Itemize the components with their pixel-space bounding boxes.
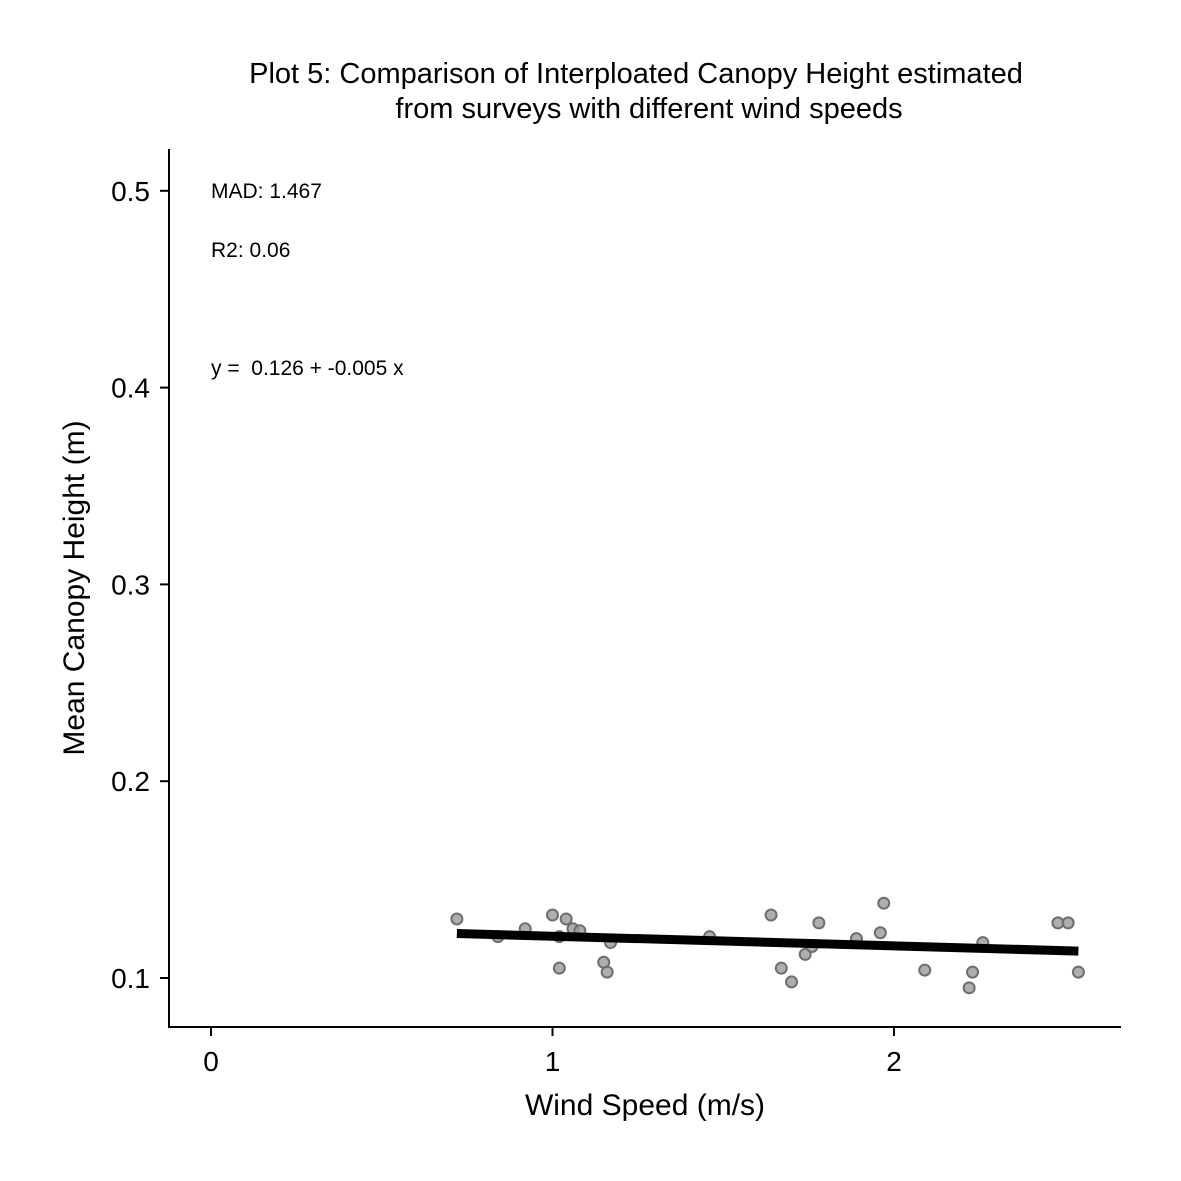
y-tick-label: 0.4 [111, 373, 150, 404]
data-point [966, 965, 980, 979]
data-point [1061, 916, 1075, 930]
data-point [962, 981, 976, 995]
y-axis-ticks: 0.1 0.2 0.3 0.4 0.5 [111, 176, 169, 994]
annotations: MAD: 1.467 R2: 0.06 y = 0.126 + -0.005 x [211, 180, 404, 380]
data-point [546, 908, 559, 922]
data-point [812, 916, 826, 930]
data-point [559, 912, 573, 926]
y-tick-label: 0.5 [111, 176, 150, 207]
plot-area [450, 896, 1085, 995]
x-tick-label: 0 [203, 1046, 219, 1077]
y-tick-label: 0.1 [111, 963, 150, 994]
chart-title-line-1: Plot 5: Comparison of Interploated Canop… [249, 58, 1023, 90]
y-tick-label: 0.2 [111, 766, 150, 797]
data-point [1071, 965, 1085, 979]
regression-line [456, 929, 1079, 956]
data-point [552, 961, 566, 975]
regression-line-layer [456, 929, 1079, 956]
data-point [450, 912, 464, 926]
annotation-1: R2: 0.06 [211, 239, 290, 262]
annotation-2: y = 0.126 + -0.005 x [211, 357, 404, 380]
y-tick-label: 0.3 [111, 569, 150, 600]
y-axis-label: Mean Canopy Height (m) [58, 420, 91, 755]
data-point [774, 961, 788, 975]
x-axis-label: Wind Speed (m/s) [525, 1089, 765, 1122]
x-tick-label: 2 [886, 1046, 902, 1077]
annotation-0: MAD: 1.467 [211, 180, 322, 203]
data-point [764, 908, 778, 922]
data-point [600, 965, 614, 979]
data-point [877, 896, 891, 910]
data-point [918, 963, 932, 977]
x-axis-ticks: 0 1 2 [203, 1027, 902, 1077]
x-tick-label: 1 [545, 1046, 561, 1077]
data-point [785, 975, 799, 989]
data-point [873, 926, 887, 940]
chart-title-line-2: from surveys with different wind speeds [395, 93, 902, 125]
data-point [798, 947, 812, 961]
